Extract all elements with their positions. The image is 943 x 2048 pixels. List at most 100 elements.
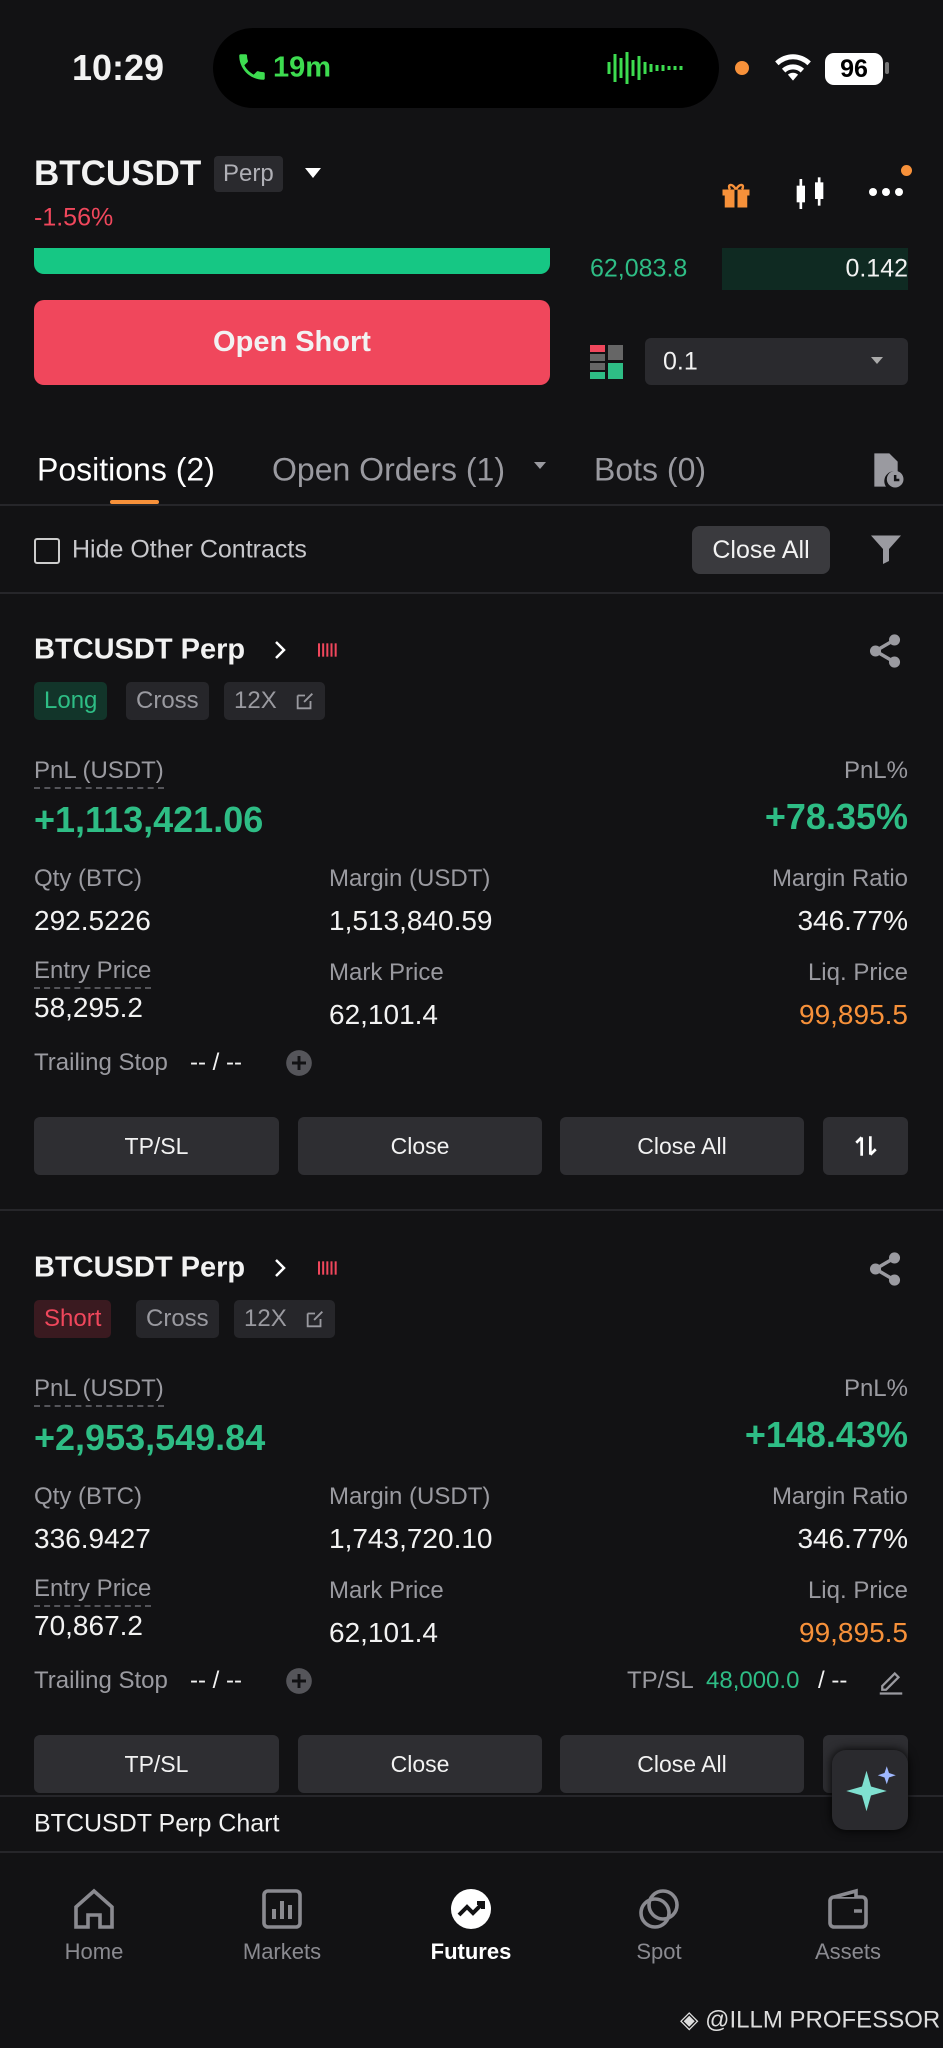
amount-value: 0.1 xyxy=(663,347,698,376)
leverage-tag[interactable]: 12X xyxy=(224,682,325,720)
field-label: Margin (USDT) xyxy=(329,865,491,892)
field-value: 58,295.2 xyxy=(34,992,143,1023)
nav-icon[interactable] xyxy=(258,1885,306,1938)
tab[interactable]: Open Orders (1) xyxy=(272,451,505,488)
nav-label[interactable]: Futures xyxy=(430,1939,512,1964)
recording-dot xyxy=(735,61,749,75)
history-icon[interactable] xyxy=(866,450,906,490)
field-value: 62,101.4 xyxy=(329,1617,438,1648)
nav-icon[interactable] xyxy=(447,1885,495,1938)
share-icon[interactable] xyxy=(866,1250,904,1293)
field-label: Margin Ratio xyxy=(771,1483,908,1510)
tab[interactable]: Bots (0) xyxy=(594,451,707,488)
field-label: Entry Price xyxy=(34,957,152,989)
amount-select[interactable] xyxy=(645,338,908,385)
trailing-label: Trailing Stop xyxy=(34,1049,168,1076)
field-label: Margin (USDT) xyxy=(329,1483,491,1510)
book-price: 62,083.8 xyxy=(590,254,688,283)
field-label: Liq. Price xyxy=(807,959,908,986)
share-icon[interactable] xyxy=(866,632,904,675)
ai-assistant[interactable] xyxy=(832,1750,908,1830)
call-icon xyxy=(239,54,265,80)
title-chevron[interactable] xyxy=(268,638,292,667)
title-chevron[interactable] xyxy=(268,1256,292,1285)
candlestick-icon[interactable] xyxy=(790,174,830,214)
field-label: Mark Price xyxy=(329,1577,444,1604)
chart-bar[interactable]: BTCUSDT Perp Chart xyxy=(34,1809,280,1838)
field-label: Entry Price xyxy=(34,1575,152,1607)
leverage-tag[interactable]: 12X xyxy=(234,1300,335,1338)
trailing-label: Trailing Stop xyxy=(34,1667,168,1694)
pnl-label: PnL (USDT) xyxy=(34,757,164,789)
edit-icon[interactable] xyxy=(304,1308,326,1335)
dynamic-island: 19m xyxy=(213,28,719,108)
orders-caret[interactable] xyxy=(533,461,547,471)
position-title[interactable]: BTCUSDT Perp xyxy=(34,1251,246,1284)
action-button[interactable]: TP/SL xyxy=(34,1117,279,1175)
side-tag: Long xyxy=(34,682,108,720)
nav-icon[interactable] xyxy=(824,1885,872,1938)
adl-indicator xyxy=(306,1258,350,1283)
symbol-dropdown[interactable] xyxy=(303,166,323,180)
pnl-pct-label: PnL% xyxy=(843,1375,908,1402)
action-button[interactable]: Close xyxy=(298,1117,542,1175)
reverse-button[interactable] xyxy=(823,1117,908,1175)
close-all-button[interactable]: Close All xyxy=(692,526,830,574)
field-label: Qty (BTC) xyxy=(34,1483,142,1510)
pnl: +2,953,549.84 xyxy=(34,1417,266,1458)
book-depth xyxy=(722,248,908,290)
margin-mode-tag: Cross xyxy=(126,682,209,720)
tab-indicator xyxy=(110,500,159,504)
battery: 96 xyxy=(825,53,883,85)
field-value: 62,101.4 xyxy=(329,999,438,1030)
action-button[interactable]: Close All xyxy=(560,1117,804,1175)
nav-label[interactable]: Spot xyxy=(636,1939,682,1964)
pnl-pct-label: PnL% xyxy=(843,757,908,784)
position-title[interactable]: BTCUSDT Perp xyxy=(34,633,246,666)
nav-label[interactable]: Home xyxy=(64,1939,124,1964)
filter-icon[interactable] xyxy=(868,530,904,568)
add-trailing[interactable] xyxy=(285,1049,313,1082)
notify-dot xyxy=(901,165,912,176)
field-value: 99,895.5 xyxy=(799,999,908,1030)
wifi-icon xyxy=(775,54,811,81)
field-value: 99,895.5 xyxy=(799,1617,908,1648)
symbol[interactable]: BTCUSDT xyxy=(34,154,202,193)
field-value: 292.5226 xyxy=(34,905,151,936)
more-icon[interactable] xyxy=(868,186,904,198)
watermark: ◈ @ILLM PROFESSOR xyxy=(680,2006,941,2034)
pnl-pct: +148.43% xyxy=(744,1414,908,1455)
action-button[interactable]: TP/SL xyxy=(34,1735,279,1793)
hide-other-label[interactable]: Hide Other Contracts xyxy=(72,535,307,564)
divider xyxy=(0,504,943,506)
action-button[interactable]: Close xyxy=(298,1735,542,1793)
pnl-label: PnL (USDT) xyxy=(34,1375,164,1407)
hide-other-checkbox[interactable] xyxy=(34,538,60,564)
edit-icon[interactable] xyxy=(294,690,316,717)
pnl-pct: +78.35% xyxy=(764,796,908,837)
nav-label[interactable]: Assets xyxy=(814,1939,882,1964)
gift-icon[interactable] xyxy=(718,176,754,212)
call-duration: 19m xyxy=(273,51,332,84)
open-short-button[interactable]: Open Short xyxy=(34,300,550,385)
long-button-edge[interactable] xyxy=(34,248,550,274)
add-trailing[interactable] xyxy=(285,1667,313,1700)
tpsl-edit[interactable] xyxy=(876,1666,906,1701)
trailing-value: -- / -- xyxy=(190,1049,242,1076)
nav-icon[interactable] xyxy=(70,1885,118,1938)
pnl: +1,113,421.06 xyxy=(34,799,264,840)
field-value: 1,743,720.10 xyxy=(329,1523,493,1554)
field-value: 1,513,840.59 xyxy=(329,905,493,936)
nav-icon[interactable] xyxy=(635,1885,683,1938)
amount-caret xyxy=(871,357,883,364)
action-button[interactable]: Close All xyxy=(560,1735,804,1793)
trailing-value: -- / -- xyxy=(190,1667,242,1694)
nav-label[interactable]: Markets xyxy=(242,1939,322,1964)
audio-wave xyxy=(607,52,683,84)
book-quantity: 0.142 xyxy=(845,254,908,283)
adl-indicator xyxy=(306,640,350,665)
book-layout-icon[interactable] xyxy=(590,345,624,379)
tpsl-rest: / -- xyxy=(818,1667,848,1694)
tab[interactable]: Positions (2) xyxy=(37,451,215,488)
margin-mode-tag: Cross xyxy=(136,1300,219,1338)
